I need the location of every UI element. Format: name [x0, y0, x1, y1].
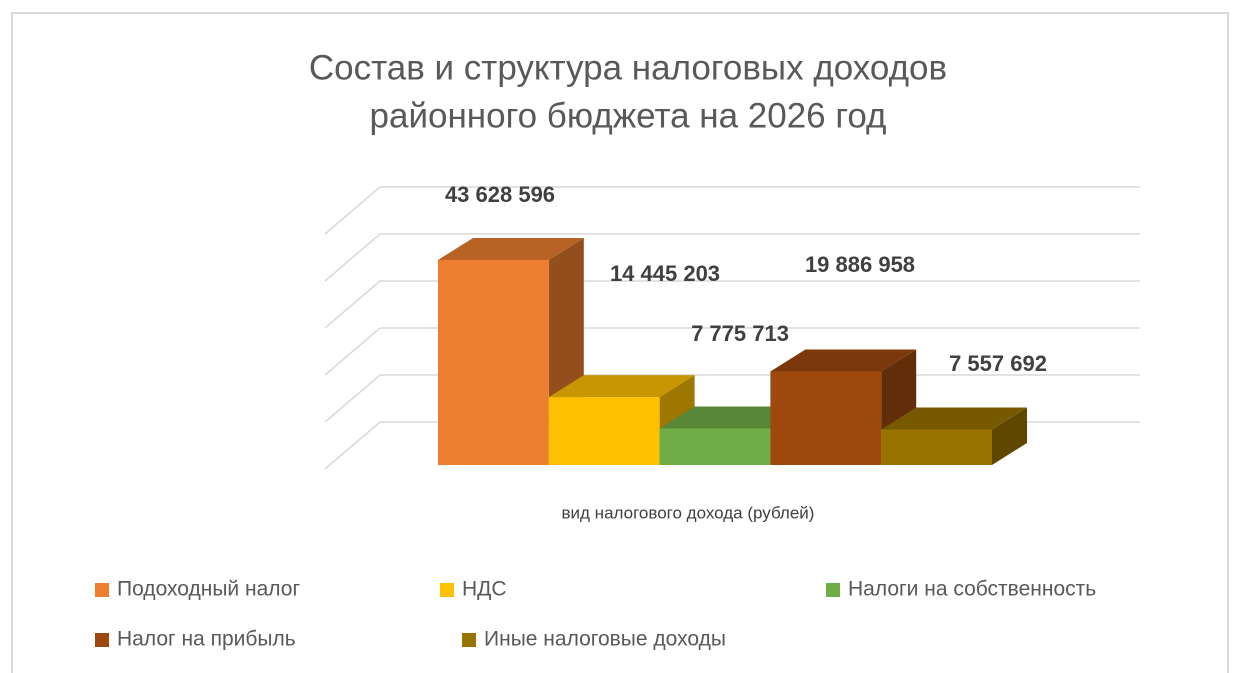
legend-swatch	[95, 583, 109, 597]
value-label: 14 445 203	[610, 261, 720, 286]
bar-top	[438, 237, 584, 260]
chart-title: Состав и структура налоговых доходов	[309, 48, 947, 87]
value-label: 7 557 692	[949, 351, 1047, 376]
legend-swatch	[440, 583, 454, 597]
legend-label: Иные налоговые доходы	[484, 628, 726, 651]
legend-label: НДС	[462, 578, 507, 601]
bar	[438, 259, 549, 465]
legend-label: Налоги на собственность	[848, 578, 1096, 601]
bar-top	[659, 406, 806, 429]
legend-label: Налог на прибыль	[117, 628, 296, 651]
bar	[881, 429, 992, 465]
grid-line	[324, 327, 1140, 376]
x-axis-label: вид налогового дохода (рублей)	[562, 503, 815, 522]
legend-swatch	[95, 633, 109, 647]
grid-line	[324, 233, 1140, 282]
legend-label: Подоходный налог	[117, 578, 300, 601]
value-label: 7 775 713	[691, 321, 789, 346]
grid-line	[324, 186, 1140, 235]
bar-top	[881, 407, 1027, 430]
value-label: 19 886 958	[805, 252, 915, 277]
grid-line	[324, 280, 1140, 329]
bar	[659, 428, 771, 465]
bar	[548, 397, 660, 465]
chart-title: районного бюджета на 2026 год	[370, 96, 887, 135]
chart-frame	[11, 12, 1229, 673]
legend-swatch	[826, 583, 840, 597]
value-label: 43 628 596	[445, 182, 555, 207]
bar-top	[548, 375, 695, 398]
bar-side	[992, 407, 1027, 465]
legend-swatch	[462, 633, 476, 647]
bar	[770, 371, 882, 465]
bar-top	[770, 349, 917, 372]
